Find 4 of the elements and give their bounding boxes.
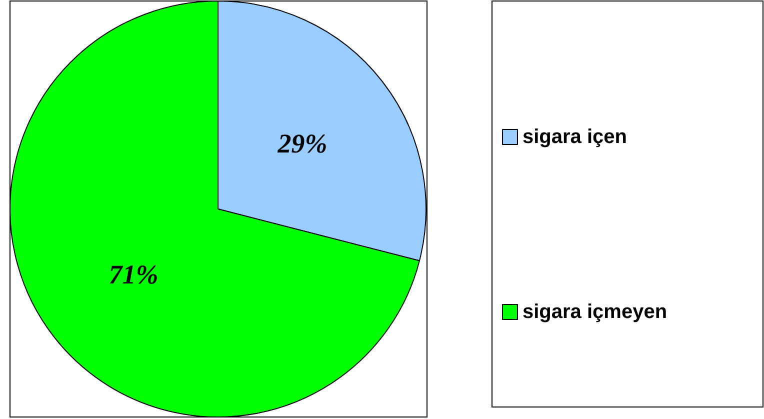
legend-label: sigara içmeyen <box>522 301 668 323</box>
data-label: 29% <box>276 128 328 158</box>
data-label: 71% <box>108 260 158 290</box>
legend-label: sigara içen <box>522 126 628 148</box>
